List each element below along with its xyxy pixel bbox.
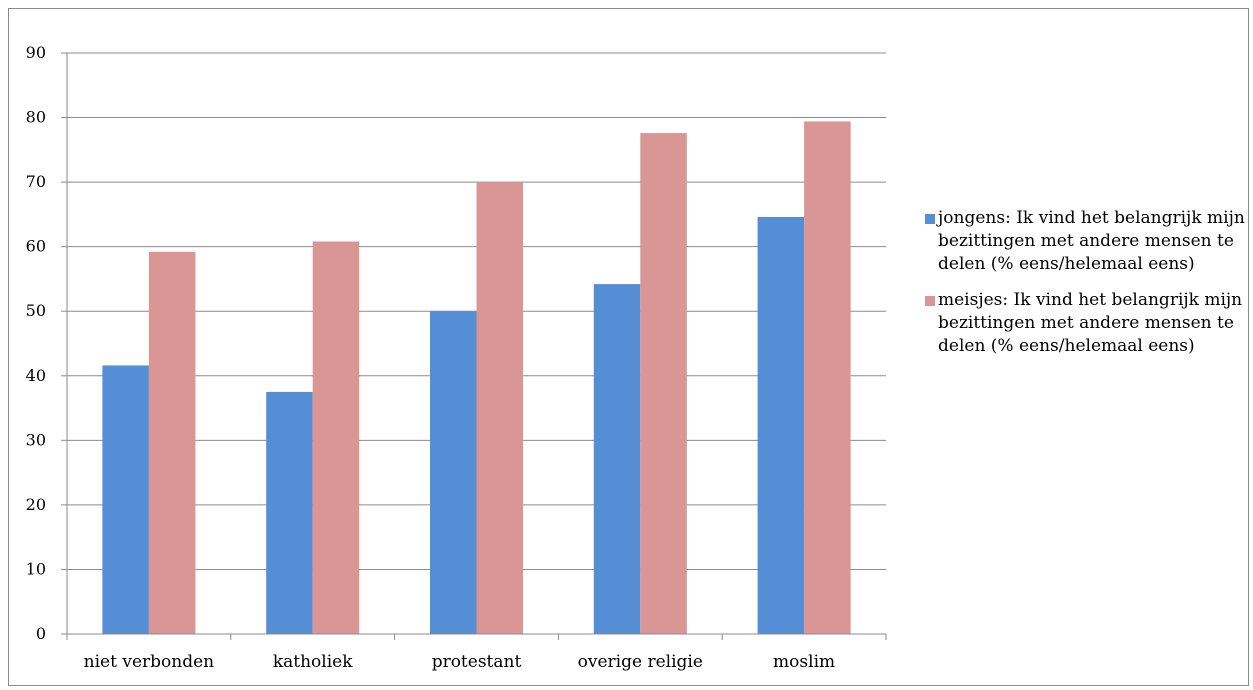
bar-meisjes [640,133,687,634]
bar-jongens [429,311,477,634]
y-tick-label: 90 [26,43,46,62]
x-category-label: katholiek [273,652,353,672]
y-tick-label: 20 [26,495,46,514]
bar-meisjes [148,251,196,634]
bar-meisjes [312,241,360,634]
bar-meisjes [476,182,524,634]
bar-jongens [757,216,805,634]
x-category-label: protestant [432,652,522,672]
y-axis-ticks: 0 10 20 30 40 50 60 70 80 90 [26,43,67,643]
y-tick-label: 0 [36,624,46,643]
x-category-label: overige religie [578,652,703,672]
bar-jongens [593,284,641,634]
legend-label-meisjes: meisjes: Ik vind het belangrijk mijn bez… [938,290,1243,356]
legend-entry-jongens: jongens: Ik vind het belangrijk mijn bez… [925,207,1245,276]
x-category-label: moslim [773,652,835,672]
legend: jongens: Ik vind het belangrijk mijn bez… [925,207,1245,371]
bars [102,121,851,634]
legend-entry-meisjes: meisjes: Ik vind het belangrijk mijn bez… [925,289,1245,358]
bar-meisjes [804,121,851,634]
y-tick-label: 30 [26,430,46,449]
legend-label-jongens: jongens: Ik vind het belangrijk mijn bez… [938,208,1245,274]
x-axis-ticks: niet verbonden katholiek protestant overige… [66,634,887,672]
y-tick-label: 40 [26,366,46,385]
y-tick-label: 80 [26,108,46,127]
y-tick-label: 70 [26,172,46,191]
y-tick-label: 10 [26,559,46,578]
legend-swatch-jongens [925,214,935,224]
bar-jongens [102,365,149,634]
y-tick-label: 60 [26,237,46,256]
y-tick-label: 50 [26,301,46,320]
legend-swatch-meisjes [925,296,935,306]
x-category-label: niet verbonden [84,652,214,672]
bar-jongens [266,391,313,634]
